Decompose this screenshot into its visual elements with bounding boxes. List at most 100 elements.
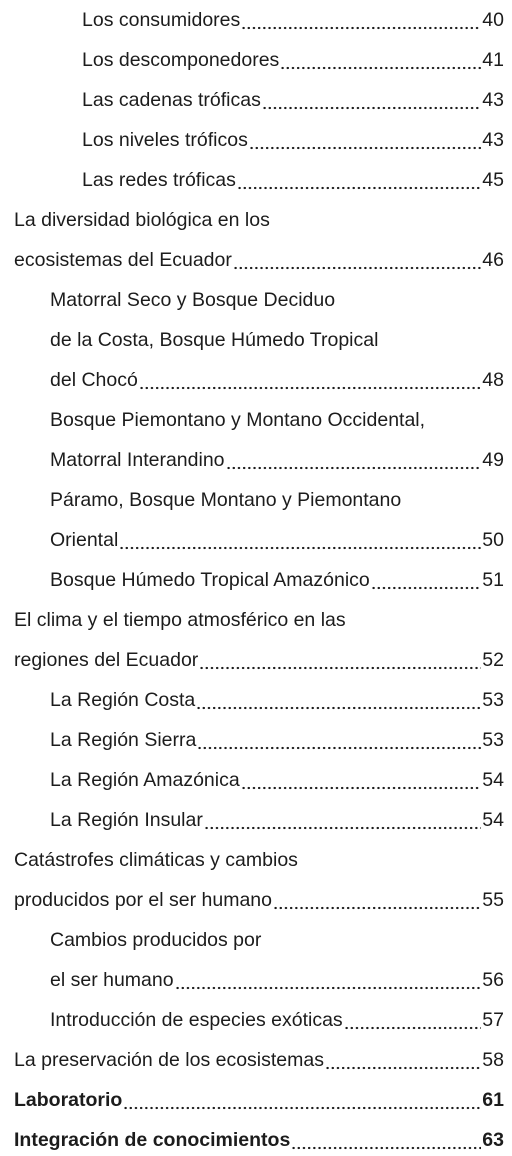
toc-line: Matorral Interandino 49 [50,440,504,480]
page-number: 61 [482,1089,504,1111]
page-number: 55 [482,889,504,911]
toc-line: Integración de conocimientos 63 [14,1120,504,1156]
page-number: 46 [482,249,504,271]
entry-title: Introducción de especies exóticas [50,1009,343,1031]
entry-title: Matorral Seco y Bosque Deciduo [50,289,336,311]
entry-title: el ser humano [50,969,174,991]
toc-line: Los niveles tróficos 43 [82,120,504,160]
dot-leader [241,26,482,30]
page-number: 54 [482,769,504,791]
entry-title: Matorral Interandino [50,449,225,471]
entry-title: Laboratorio [14,1089,123,1111]
toc-line: producidos por el ser humano 55 [14,880,504,920]
page-number: 63 [482,1129,504,1151]
page-number: 53 [482,689,504,711]
entry-title: regiones del Ecuador [14,649,199,671]
dot-leader [123,1106,482,1110]
entry-title: La diversidad biológica en los [14,209,270,231]
toc-line: Oriental 50 [50,520,504,560]
entry-title: Bosque Piemontano y Montano Occidental, [50,409,426,431]
dot-leader [236,186,482,190]
dot-leader [119,546,482,550]
toc-line: ecosistemas del Ecuador 46 [14,240,504,280]
dot-leader [248,146,482,150]
page-number: 53 [482,729,504,751]
toc-line: Bosque Piemontano y Montano Occidental, [50,400,504,440]
entry-title: La Región Sierra [50,729,197,751]
page-number: 40 [482,9,504,31]
page-number: 43 [482,129,504,151]
entry-title: Los descomponedores [82,49,280,71]
toc-line: regiones del Ecuador 52 [14,640,504,680]
toc-line: Los consumidores 40 [82,0,504,40]
dot-leader [203,826,482,830]
page-number: 56 [482,969,504,991]
toc-line: el ser humano 56 [50,960,504,1000]
entry-title: La Región Amazónica [50,769,240,791]
entry-title: del Chocó [50,369,138,391]
dot-leader [232,266,482,270]
toc-line: Las cadenas tróficas 43 [82,80,504,120]
page-number: 41 [482,49,504,71]
page-number: 54 [482,809,504,831]
page-number: 58 [482,1049,504,1071]
dot-leader [280,66,482,70]
entry-title: Los niveles tróficos [82,129,248,151]
entry-title: Las cadenas tróficas [82,89,261,111]
entry-title: Bosque Húmedo Tropical Amazónico [50,569,370,591]
toc-line: Catástrofes climáticas y cambios [14,840,504,880]
page-number: 50 [482,529,504,551]
dot-leader [273,906,482,910]
dot-leader [225,466,482,470]
toc-line: Páramo, Bosque Montano y Piemontano [50,480,504,520]
toc-line: del Chocó 48 [50,360,504,400]
page-number: 51 [482,569,504,591]
entry-title: La Región Insular [50,809,203,831]
entry-title: Los consumidores [82,9,241,31]
entry-title: ecosistemas del Ecuador [14,249,232,271]
toc-line: Cambios producidos por [50,920,504,960]
entry-title: Cambios producidos por [50,929,262,951]
toc-line: El clima y el tiempo atmosférico en las [14,600,504,640]
dot-leader [174,986,482,990]
page-number: 43 [482,89,504,111]
toc-line: La Región Insular 54 [50,800,504,840]
toc-line: La diversidad biológica en los [14,200,504,240]
toc-line: La Región Amazónica 54 [50,760,504,800]
dot-leader [343,1026,482,1030]
page-number: 49 [482,449,504,471]
dot-leader [291,1146,482,1150]
entry-title: El clima y el tiempo atmosférico en las [14,609,346,631]
entry-title: de la Costa, Bosque Húmedo Tropical [50,329,379,351]
dot-leader [240,786,482,790]
page-number: 57 [482,1009,504,1031]
page-number: 52 [482,649,504,671]
dot-leader [370,586,482,590]
entry-title: Catástrofes climáticas y cambios [14,849,298,871]
toc-line: de la Costa, Bosque Húmedo Tropical [50,320,504,360]
toc-line: Introducción de especies exóticas 57 [50,1000,504,1040]
entry-title: Integración de conocimientos [14,1129,291,1151]
toc-line: La Región Costa 53 [50,680,504,720]
page-number: 45 [482,169,504,191]
toc-line: Bosque Húmedo Tropical Amazónico 51 [50,560,504,600]
dot-leader [199,666,482,670]
entry-title: Páramo, Bosque Montano y Piemontano [50,489,402,511]
toc-line: Matorral Seco y Bosque Deciduo [50,280,504,320]
toc-line: La Región Sierra 53 [50,720,504,760]
toc-line: Las redes tróficas 45 [82,160,504,200]
dot-leader [261,106,482,110]
dot-leader [197,746,482,750]
toc-line: Laboratorio 61 [14,1080,504,1120]
page-number: 48 [482,369,504,391]
toc-line: Los descomponedores 41 [82,40,504,80]
toc-line: La preservación de los ecosistemas 58 [14,1040,504,1080]
dot-leader [325,1066,482,1070]
dot-leader [196,706,482,710]
entry-title: Oriental [50,529,119,551]
entry-title: producidos por el ser humano [14,889,272,911]
entry-title: La preservación de los ecosistemas [14,1049,324,1071]
entry-title: Las redes tróficas [82,169,236,191]
dot-leader [138,386,482,390]
